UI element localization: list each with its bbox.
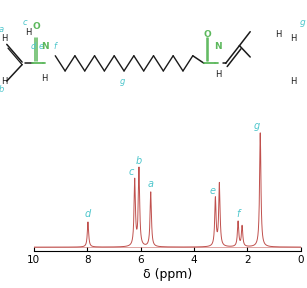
Text: H: H: [1, 34, 7, 43]
Text: N: N: [41, 42, 48, 52]
Text: H: H: [275, 30, 281, 39]
Text: e: e: [210, 186, 216, 196]
Text: a: a: [0, 25, 4, 34]
Text: H: H: [215, 70, 221, 79]
Text: d: d: [85, 209, 91, 219]
Text: O: O: [32, 22, 40, 31]
Text: N: N: [214, 42, 222, 52]
Text: c: c: [129, 168, 134, 177]
Text: g: g: [300, 18, 305, 27]
Text: H: H: [1, 77, 7, 86]
Text: g: g: [120, 77, 126, 86]
Text: c: c: [23, 18, 28, 27]
Text: O: O: [203, 30, 211, 39]
Text: H: H: [290, 34, 296, 43]
Text: e: e: [39, 42, 44, 52]
X-axis label: δ (ppm): δ (ppm): [143, 268, 192, 281]
Text: H: H: [25, 28, 31, 37]
Text: a: a: [148, 179, 154, 189]
Text: f: f: [236, 209, 240, 219]
Text: b: b: [136, 156, 142, 166]
Text: d: d: [30, 42, 36, 52]
Text: H: H: [290, 77, 296, 86]
Text: b: b: [0, 85, 4, 94]
Text: f: f: [53, 42, 56, 52]
Text: H: H: [41, 74, 48, 83]
Text: g: g: [254, 121, 260, 131]
